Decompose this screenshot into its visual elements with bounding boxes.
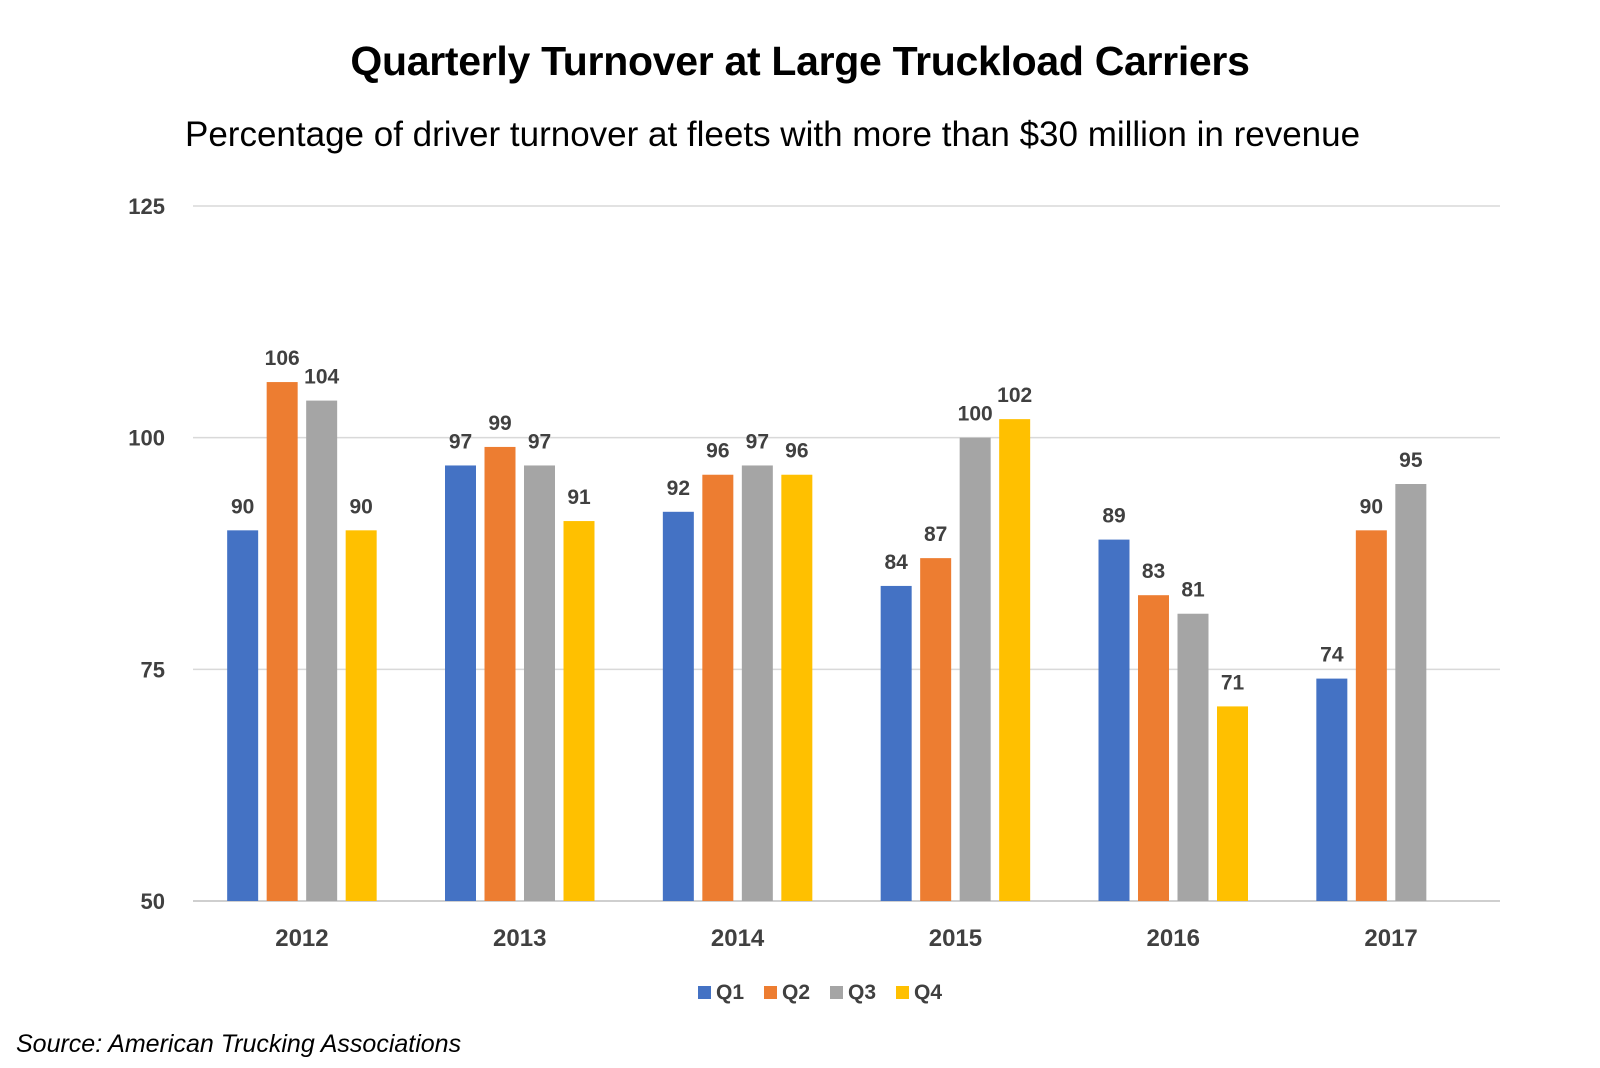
data-label: 104 [304,366,339,389]
bar-2017-q1 [1316,678,1348,901]
data-label: 106 [265,347,300,370]
bar-2014-q2 [702,474,734,901]
bar-2015-q3 [959,437,991,901]
bar-2012-q1 [227,530,259,901]
legend-label: Q4 [914,981,942,1004]
bar-2012-q2 [266,382,298,902]
bar-2012-q3 [306,400,338,901]
data-label: 89 [1102,505,1125,528]
y-tick-label: 50 [141,889,165,914]
x-tick-label: 2012 [275,925,328,952]
y-tick-label: 125 [128,194,165,219]
legend-label: Q1 [716,981,744,1004]
x-tick-label: 2016 [1147,925,1200,952]
data-label: 97 [746,430,769,453]
chart-source: Source: American Trucking Associations [16,1030,462,1058]
data-label: 102 [997,384,1032,407]
bar-2016-q4 [1217,706,1248,901]
legend-swatch-q1 [698,986,711,999]
data-label: 97 [449,430,472,453]
data-label: 92 [667,477,690,500]
bar-2014-q4 [781,474,813,901]
y-tick-label: 100 [128,426,165,451]
bar-2016-q2 [1138,595,1169,901]
data-label: 99 [488,412,511,435]
y-tick-label: 75 [141,657,165,682]
legend-label: Q3 [848,981,876,1004]
data-label: 83 [1142,560,1165,583]
chart-subtitle: Percentage of driver turnover at fleets … [185,115,1361,154]
bar-2013-q4 [563,521,595,901]
x-tick-label: 2017 [1364,925,1417,952]
data-label: 81 [1181,579,1205,602]
legend-label: Q2 [782,981,810,1004]
bar-2015-q2 [920,558,952,901]
bar-2015-q1 [880,585,912,901]
legend-swatch-q2 [764,986,777,999]
data-label: 95 [1399,449,1423,472]
x-tick-label: 2015 [929,925,982,952]
bar-2017-q2 [1355,530,1387,901]
legend-swatch-q4 [896,986,909,999]
bar-2014-q3 [741,465,773,901]
bar-2013-q3 [524,465,555,901]
x-tick-label: 2013 [493,925,546,952]
data-label: 84 [884,551,908,574]
data-label: 74 [1320,644,1344,667]
data-label: 87 [924,523,947,546]
chart-title: Quarterly Turnover at Large Truckload Ca… [350,38,1250,84]
data-label: 96 [785,440,808,463]
data-label: 91 [567,486,591,509]
bar-2016-q1 [1098,539,1130,901]
bar-2014-q1 [662,511,694,901]
bar-2013-q1 [445,465,476,901]
data-label: 97 [528,430,551,453]
data-label: 96 [706,440,729,463]
data-label: 90 [349,495,372,518]
legend-swatch-q3 [830,986,843,999]
bar-2017-q3 [1395,484,1427,901]
bar-2012-q4 [345,530,377,901]
bar-2013-q2 [484,446,516,901]
data-label: 100 [958,403,993,426]
data-label: 90 [1360,495,1383,518]
data-label: 71 [1221,671,1245,694]
bar-2015-q4 [999,419,1031,901]
bar-2016-q3 [1177,613,1209,901]
x-tick-label: 2014 [711,925,765,952]
data-label: 90 [231,495,254,518]
